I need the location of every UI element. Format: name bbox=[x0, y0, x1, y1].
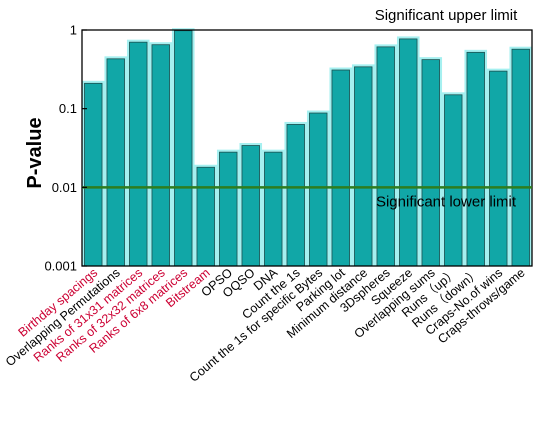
bar bbox=[106, 58, 125, 267]
bar bbox=[309, 112, 328, 267]
bar bbox=[151, 44, 170, 267]
bar bbox=[354, 66, 373, 267]
lower-limit-label: Significant lower limit bbox=[376, 193, 517, 210]
bar bbox=[174, 30, 193, 267]
bar bbox=[421, 59, 440, 267]
bar bbox=[399, 38, 418, 267]
bar bbox=[376, 46, 395, 267]
bar bbox=[264, 151, 283, 267]
bar bbox=[489, 70, 508, 267]
bar bbox=[241, 145, 260, 267]
upper-limit-label: Significant upper limit bbox=[375, 7, 518, 24]
plot-frame bbox=[81, 29, 533, 267]
bar bbox=[196, 166, 215, 267]
bar bbox=[219, 151, 238, 267]
bar bbox=[84, 82, 103, 267]
bar bbox=[331, 69, 350, 267]
bar bbox=[466, 51, 485, 267]
bar bbox=[444, 94, 463, 267]
y-tick-label: 0.1 bbox=[59, 101, 77, 116]
bar bbox=[511, 48, 530, 267]
bar bbox=[286, 124, 305, 267]
y-tick-label: 1 bbox=[70, 23, 77, 38]
y-axis-ticks: 0.001 0.01 0.1 1 bbox=[44, 23, 87, 274]
y-axis-label: P-value bbox=[24, 117, 46, 188]
bars-layer bbox=[81, 28, 533, 267]
y-tick-label: 0.001 bbox=[44, 259, 77, 274]
bar bbox=[129, 41, 148, 267]
y-tick-label: 0.01 bbox=[52, 180, 77, 195]
